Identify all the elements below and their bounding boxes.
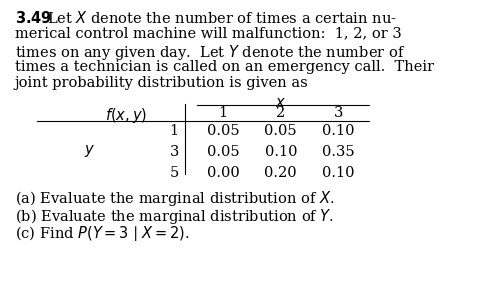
Text: joint probability distribution is given as: joint probability distribution is given … xyxy=(15,76,308,90)
Text: $x$: $x$ xyxy=(275,96,287,110)
Text: times a technician is called on an emergency call.  Their: times a technician is called on an emerg… xyxy=(15,60,434,74)
Text: (a) Evaluate the marginal distribution of $X$.: (a) Evaluate the marginal distribution o… xyxy=(15,189,334,208)
Text: $f(x, y)$: $f(x, y)$ xyxy=(105,106,147,125)
Text: 1: 1 xyxy=(218,106,228,121)
Text: times on any given day.  Let $Y$ denote the number of: times on any given day. Let $Y$ denote t… xyxy=(15,43,405,62)
Text: 0.05: 0.05 xyxy=(264,124,297,138)
Text: 0.20: 0.20 xyxy=(264,166,297,179)
Text: Let $X$ denote the number of times a certain nu-: Let $X$ denote the number of times a cer… xyxy=(46,10,396,26)
Text: 0.10: 0.10 xyxy=(322,166,355,179)
Text: 0.00: 0.00 xyxy=(207,166,240,179)
Text: 0.05: 0.05 xyxy=(207,124,240,138)
Text: 0.10: 0.10 xyxy=(264,144,297,159)
Text: 5: 5 xyxy=(169,166,179,179)
Text: 3: 3 xyxy=(334,106,343,121)
Text: (b) Evaluate the marginal distribution of $Y$.: (b) Evaluate the marginal distribution o… xyxy=(15,207,334,226)
Text: 0.35: 0.35 xyxy=(322,144,355,159)
Text: 0.10: 0.10 xyxy=(322,124,355,138)
Text: $\mathbf{3.49}$: $\mathbf{3.49}$ xyxy=(15,10,52,26)
Text: 0.05: 0.05 xyxy=(207,144,240,159)
Text: 1: 1 xyxy=(169,124,179,138)
Text: 3: 3 xyxy=(169,144,179,159)
Text: merical control machine will malfunction:  1, 2, or 3: merical control machine will malfunction… xyxy=(15,27,402,40)
Text: (c) Find $P(Y=3 \mid X=2)$.: (c) Find $P(Y=3 \mid X=2)$. xyxy=(15,224,189,243)
Text: $y$: $y$ xyxy=(84,143,96,159)
Text: 2: 2 xyxy=(276,106,286,121)
